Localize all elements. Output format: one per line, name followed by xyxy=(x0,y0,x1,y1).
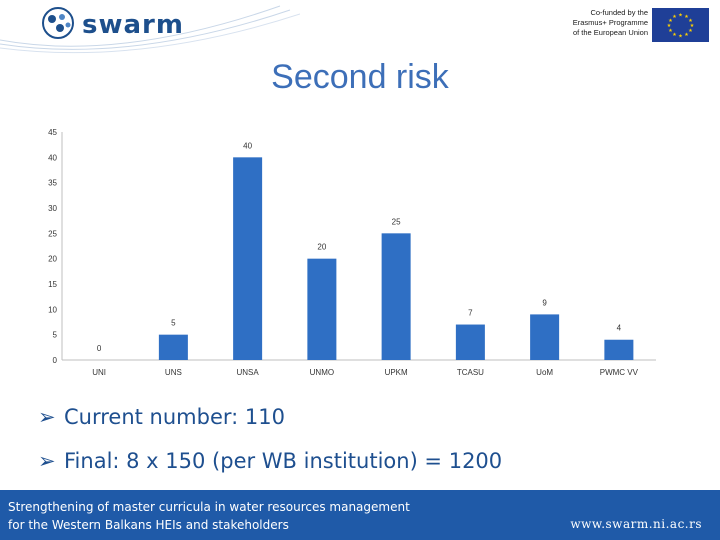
y-tick-label: 20 xyxy=(48,255,57,264)
eu-line-2: Erasmus+ Programme xyxy=(572,18,648,27)
bullet-text: Final: 8 x 150 (per WB institution) = 12… xyxy=(64,449,503,473)
arrow-bullet-icon: ➢ xyxy=(38,405,56,429)
eu-cofunding-badge: Co-funded by the Erasmus+ Programme of t… xyxy=(560,8,712,42)
svg-text:★: ★ xyxy=(690,23,695,29)
footer-project-description: Strengthening of master curricula in wat… xyxy=(8,498,468,534)
footer-bar: Strengthening of master curricula in wat… xyxy=(0,490,720,540)
swarm-droplets-icon xyxy=(42,7,74,39)
svg-text:★: ★ xyxy=(668,18,673,24)
bar xyxy=(604,339,634,360)
x-tick-label: UNMO xyxy=(310,368,334,377)
data-label: 5 xyxy=(171,319,176,328)
svg-text:★: ★ xyxy=(678,34,683,40)
bar xyxy=(530,314,560,360)
x-tick-label: UNI xyxy=(92,368,106,377)
y-tick-label: 45 xyxy=(48,128,57,137)
svg-text:★: ★ xyxy=(684,32,689,38)
x-tick-label: UPKM xyxy=(385,368,408,377)
x-tick-label: UNS xyxy=(165,368,182,377)
data-label: 25 xyxy=(392,217,401,226)
footer-website-link[interactable]: www.swarm.ni.ac.rs xyxy=(570,517,702,531)
y-tick-label: 25 xyxy=(48,229,57,238)
eu-line-1: Co-funded by the xyxy=(590,8,648,17)
data-label: 20 xyxy=(317,243,326,252)
svg-text:★: ★ xyxy=(672,14,677,20)
data-label: 0 xyxy=(97,344,102,353)
bullet-text: Current number: 110 xyxy=(64,405,285,429)
bullet-list: ➢ Current number: 110 ➢ Final: 8 x 150 (pe… xyxy=(38,402,502,490)
header: swarm Co-funded by the Erasmus+ Programm… xyxy=(0,0,720,60)
bullet-item: ➢ Final: 8 x 150 (per WB institution) = 1… xyxy=(38,446,502,490)
svg-text:★: ★ xyxy=(668,28,673,34)
bar xyxy=(455,324,485,360)
y-tick-label: 15 xyxy=(48,280,57,289)
footer-line-2: for the Western Balkans HEIs and stakeho… xyxy=(8,518,289,532)
bar xyxy=(233,157,263,360)
arrow-bullet-icon: ➢ xyxy=(38,449,56,473)
eu-cofunding-text: Co-funded by the Erasmus+ Programme of t… xyxy=(560,8,648,38)
y-tick-label: 35 xyxy=(48,179,57,188)
logo-text: swarm xyxy=(82,10,184,40)
data-label: 9 xyxy=(542,298,547,307)
bar-chart: 0 5 10 15 20 25 30 35 40 45 0 UNI 5 UNS 40 UNSA 20 UNMO 25… xyxy=(48,128,656,377)
bar xyxy=(307,258,337,360)
data-label: 4 xyxy=(617,324,622,333)
swarm-logo: swarm xyxy=(38,6,188,40)
y-tick-label: 5 xyxy=(53,331,58,340)
wave-decoration xyxy=(0,5,300,54)
data-label: 40 xyxy=(243,141,252,150)
bullet-item: ➢ Current number: 110 xyxy=(38,402,502,446)
eu-line-3: of the European Union xyxy=(572,28,648,37)
bar xyxy=(381,233,411,360)
y-tick-label: 30 xyxy=(48,204,57,213)
svg-text:★: ★ xyxy=(688,18,693,24)
svg-text:★: ★ xyxy=(684,14,689,20)
y-tick-label: 40 xyxy=(48,153,57,162)
footer-line-1: Strengthening of master curricula in wat… xyxy=(8,500,410,514)
x-tick-label: PWMC VV xyxy=(600,368,639,377)
svg-text:★: ★ xyxy=(672,32,677,38)
x-tick-label: UoM xyxy=(536,368,553,377)
svg-text:★: ★ xyxy=(688,28,693,34)
svg-text:★: ★ xyxy=(667,23,672,29)
eu-flag-icon: ★ ★ ★ ★ ★ ★ ★ ★ ★ ★ ★ ★ xyxy=(652,8,709,42)
y-tick-label: 10 xyxy=(48,305,57,314)
y-tick-label: 0 xyxy=(53,356,58,365)
chart-title: Second risk xyxy=(271,58,449,96)
x-tick-label: UNSA xyxy=(237,368,260,377)
svg-text:★: ★ xyxy=(678,13,683,19)
bar xyxy=(158,334,188,360)
x-tick-label: TCASU xyxy=(457,368,484,377)
data-label: 7 xyxy=(468,309,473,318)
